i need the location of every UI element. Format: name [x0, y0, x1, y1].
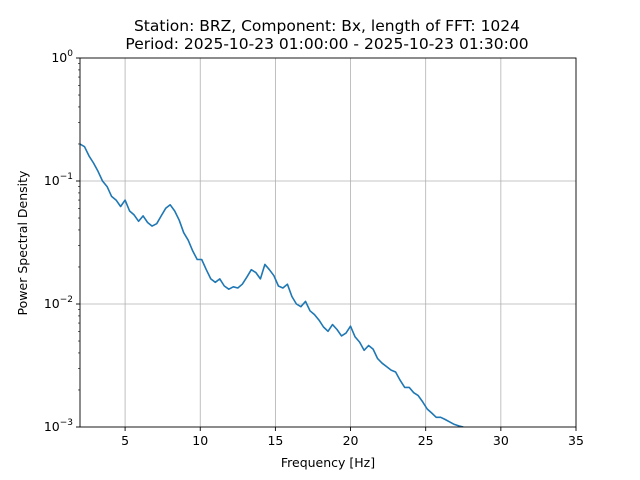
x-tick-label: 15 — [267, 433, 283, 448]
x-tick-label: 10 — [192, 433, 208, 448]
y-tick-label: 100 — [51, 49, 73, 65]
plot-area — [80, 143, 464, 427]
x-tick-label: 20 — [343, 433, 359, 448]
y-tick-label: 10−3 — [44, 418, 73, 434]
y-tick-label: 10−1 — [44, 172, 73, 188]
x-tick-label: 5 — [121, 433, 129, 448]
x-tick-label: 30 — [493, 433, 509, 448]
chart-subtitle: Period: 2025-10-23 01:00:00 - 2025-10-23… — [125, 35, 528, 53]
x-tick-label: 35 — [568, 433, 584, 448]
x-axis-label: Frequency [Hz] — [281, 455, 375, 470]
axes-frame — [79, 57, 577, 428]
psd-series-line — [80, 143, 464, 427]
y-tick-label: 10−2 — [44, 295, 73, 311]
grid-lines — [80, 58, 576, 427]
y-axis-label: Power Spectral Density — [15, 170, 30, 315]
axes: 5 10 15 20 25 30 35 10−3 10−2 10−1 100 — [44, 49, 584, 448]
chart-title: Station: BRZ, Component: Bx, length of F… — [134, 17, 520, 35]
x-tick-label: 25 — [418, 433, 434, 448]
